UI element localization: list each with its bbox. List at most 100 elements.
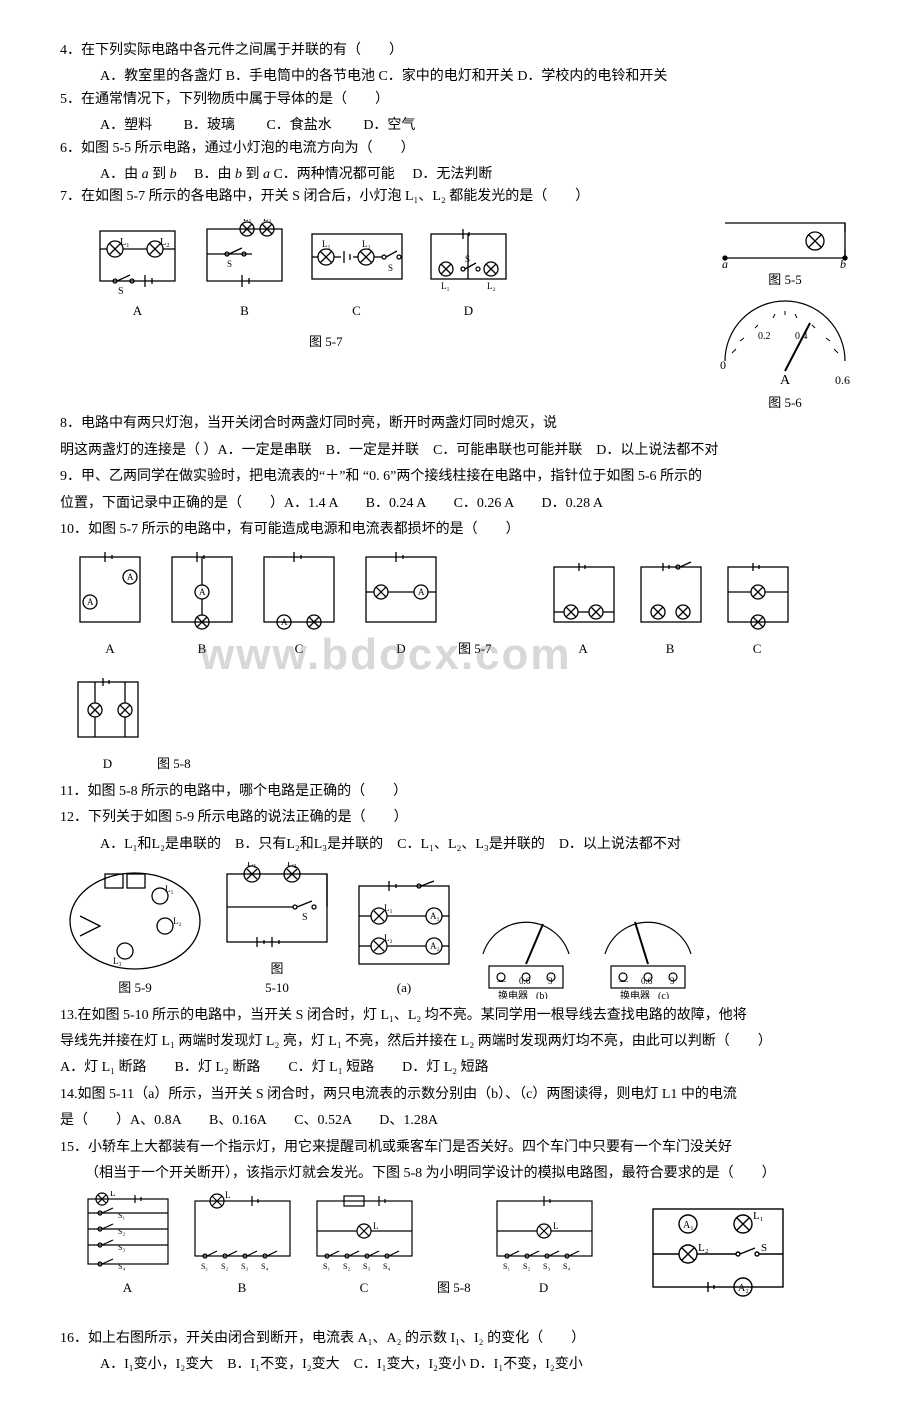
fig-b-meter: — 0.6 3 换电器 (b) <box>471 904 581 999</box>
q8-line1: 8．电路中有两只灯泡，当开关闭合时两盏灯同时亮，断开时两盏灯同时熄灭，说 <box>60 416 557 431</box>
fig56-label: 图 5-6 <box>768 393 802 414</box>
fig-c-meter: — 0.6 3 换电器 (c) <box>593 904 703 999</box>
svg-text:A: A <box>199 587 206 597</box>
svg-text:A₁: A₁ <box>683 1220 694 1231</box>
fig58-B: B <box>633 557 708 660</box>
svg-text:A₂: A₂ <box>430 941 440 951</box>
q6-optA-pre: A．由 <box>100 167 142 182</box>
q5-stem: 5．在通常情况下，下列物质中属于导体的是（ ） <box>60 92 389 107</box>
svg-text:L₂: L₂ <box>698 1242 709 1254</box>
svg-text:S₄: S₄ <box>563 1262 570 1271</box>
svg-text:L: L <box>225 1191 231 1200</box>
svg-text:A₂: A₂ <box>738 1283 749 1294</box>
svg-text:换电器: 换电器 <box>498 989 528 999</box>
fig57-L1: L₁ <box>120 237 130 248</box>
svg-text:S₃: S₃ <box>241 1262 248 1271</box>
svg-text:A: A <box>87 597 94 607</box>
q5-optD: D．空气 <box>363 118 415 133</box>
fig-right-circuit: A₁ A₂ L₁ L₂ S <box>643 1199 793 1299</box>
svg-text:S₁: S₁ <box>503 1262 510 1271</box>
q6-options: A．由 a 到 b B．由 b 到 a C．两种情况都可能 D．无法判断 <box>100 164 860 186</box>
fig56-06: 0.6 <box>835 373 850 387</box>
question-7: 7．在如图 5-7 所示的各电路中，开关 S 闭合后，小灯泡 L₁、L₂ 都能发… <box>60 186 860 208</box>
svg-text:S₄: S₄ <box>261 1262 268 1271</box>
fig58b-D: L S₁S₂ S₃S₄ D <box>489 1191 599 1299</box>
fig57-circuit-B: L₁ L₂ S B <box>197 219 292 322</box>
q16-opts: A．I₁变小，I₂变大 B．I₁不变，I₂变大 C．I₁变大，I₂变小 D．I₁… <box>100 1357 583 1372</box>
svg-text:L₂: L₂ <box>173 916 182 926</box>
fig58-C: C <box>720 557 795 660</box>
fig59-label: 图 5-9 <box>118 978 152 999</box>
fig56-meter: 0 0.2 0.4 0.6 A <box>710 291 860 391</box>
fig58b-B: L S₁S₂ S₃S₄ B <box>187 1191 297 1299</box>
svg-text:L₁: L₁ <box>165 884 174 894</box>
fig55-diagram: a b <box>720 213 850 268</box>
question-11: 11．如图 5-8 所示的电路中，哪个电路是正确的（ ） <box>60 781 860 803</box>
q4-options: A．教室里的各盏灯 B．手电筒中的各节电池 C．家中的电灯和开关 D．学校内的电… <box>100 66 860 88</box>
svg-text:A: A <box>127 572 134 582</box>
fig57-circuit-A: L₁ L₂ S A <box>90 219 185 322</box>
q8-line2: 明这两盏灯的连接是（ ）A．一定是串联 B．一定是并联 C．可能串联也可能并联 … <box>60 443 718 458</box>
q4-optC: C．家中的电灯和开关 <box>378 69 513 84</box>
fig58-D: D <box>70 672 145 775</box>
q4-optA: A．教室里的各盏灯 <box>100 69 222 84</box>
fig57-A-label: A <box>133 301 142 322</box>
q6-a2: a <box>263 167 270 182</box>
question-16: 16．如上右图所示，开关由闭合到断开，电流表 A₁、A₂ 的示数 I₁、I₂ 的… <box>60 1328 860 1350</box>
svg-text:—: — <box>618 976 629 986</box>
svg-text:A: A <box>281 617 288 627</box>
svg-text:L₁: L₁ <box>753 1210 764 1222</box>
svg-text:0.6: 0.6 <box>641 976 653 986</box>
question-13c: A．灯 L₁ 断路 B．灯 L₂ 断路 C．灯 L₁ 短路 D．灯 L₂ 短路 <box>60 1057 860 1079</box>
svg-text:S₁: S₁ <box>323 1262 330 1271</box>
q4-stem: 4．在下列实际电路中各元件之间属于并联的有（ ） <box>60 43 403 58</box>
fig57b-label: 图 5-7 <box>458 639 492 660</box>
question-14b: 是（ ）A、0.8A B、0.16A C、0.52A D、1.28A <box>60 1110 860 1132</box>
fig58-label: 图 5-8 <box>157 754 191 775</box>
fig57-L2: L₂ <box>160 237 170 248</box>
fig58b-C: L S₁S₂ S₃S₄ C <box>309 1191 419 1299</box>
svg-text:L: L <box>553 1221 559 1231</box>
fig57b-C: A C <box>254 547 344 660</box>
q6-optC: C．两种情况都可能 <box>273 167 394 182</box>
fig57-label: 图 5-7 <box>90 332 562 353</box>
q6-to1: 到 <box>149 167 170 182</box>
fig56-02: 0.2 <box>758 331 771 342</box>
svg-text:3: 3 <box>670 976 675 986</box>
question-13b: 导线先并接在灯 L₁ 两端时发现灯 L₂ 亮，灯 L₁ 不亮，然后并接在 L₂ … <box>60 1031 860 1053</box>
q10-stem: 10．如图 5-7 所示的电路中，有可能造成电源和电流表都损坏的是（ ） <box>60 522 520 537</box>
svg-text:S₁: S₁ <box>201 1262 208 1271</box>
q16-stem: 16．如上右图所示，开关由闭合到断开，电流表 A₁、A₂ 的示数 I₁、I₂ 的… <box>60 1331 585 1346</box>
q6-stem: 6．如图 5-5 所示电路，通过小灯泡的电流方向为（ ） <box>60 141 415 156</box>
svg-text:3: 3 <box>548 976 553 986</box>
svg-text:S₃: S₃ <box>543 1262 550 1271</box>
q6-a: a <box>142 167 149 182</box>
fig510-label2: 5-10 <box>265 978 289 999</box>
q6-to2: 到 <box>242 167 263 182</box>
q4-optB: B．手电筒中的各节电池 <box>226 69 375 84</box>
q6-optD: D．无法判断 <box>412 167 492 182</box>
fig57b-L2: L₂ <box>263 219 272 223</box>
q12-options: A．L₁和L₂是串联的 B．只有L₂和L₃是并联的 C．L₁、L₂、L₃是并联的… <box>100 834 860 856</box>
q6-optB-pre: B．由 <box>180 167 235 182</box>
fig57-circuit-D: L₁ L₂ S D <box>421 219 516 322</box>
q5-optB: B．玻璃 <box>184 118 235 133</box>
fig510-label: 图 <box>270 959 283 980</box>
svg-text:A: A <box>418 587 425 597</box>
question-12: 12．下列关于如图 5-9 所示电路的说法正确的是（ ） <box>60 807 860 829</box>
q6-b2: b <box>235 167 242 182</box>
fig510: L₁ L₂ S 图 5-10 <box>217 862 337 999</box>
fig57b-B: A B <box>162 547 242 660</box>
q16-options: A．I₁变小，I₂变大 B．I₁不变，I₂变大 C．I₁变大，I₂变小 D．I₁… <box>100 1354 860 1376</box>
question-15: 15．小轿车上大都装有一个指示灯，用它来提醒司机或乘客车门是否关好。四个车门中只… <box>60 1137 860 1159</box>
svg-text:L₁: L₁ <box>322 239 331 249</box>
fig57b-D: A D <box>356 547 446 660</box>
svg-text:L₁: L₁ <box>247 862 257 869</box>
question-9b: 位置，下面记录中正确的是（ ）A．1.4 A B．0.24 A C．0.26 A… <box>60 493 860 515</box>
svg-text:A₁: A₁ <box>430 911 440 921</box>
svg-text:S: S <box>388 263 393 273</box>
q7-stem: 7．在如图 5-7 所示的各电路中，开关 S 闭合后，小灯泡 L₁、L₂ 都能发… <box>60 189 589 204</box>
fig55-a: a <box>722 257 728 268</box>
svg-text:S₂: S₂ <box>523 1262 530 1271</box>
fig57-D-label: D <box>464 301 473 322</box>
